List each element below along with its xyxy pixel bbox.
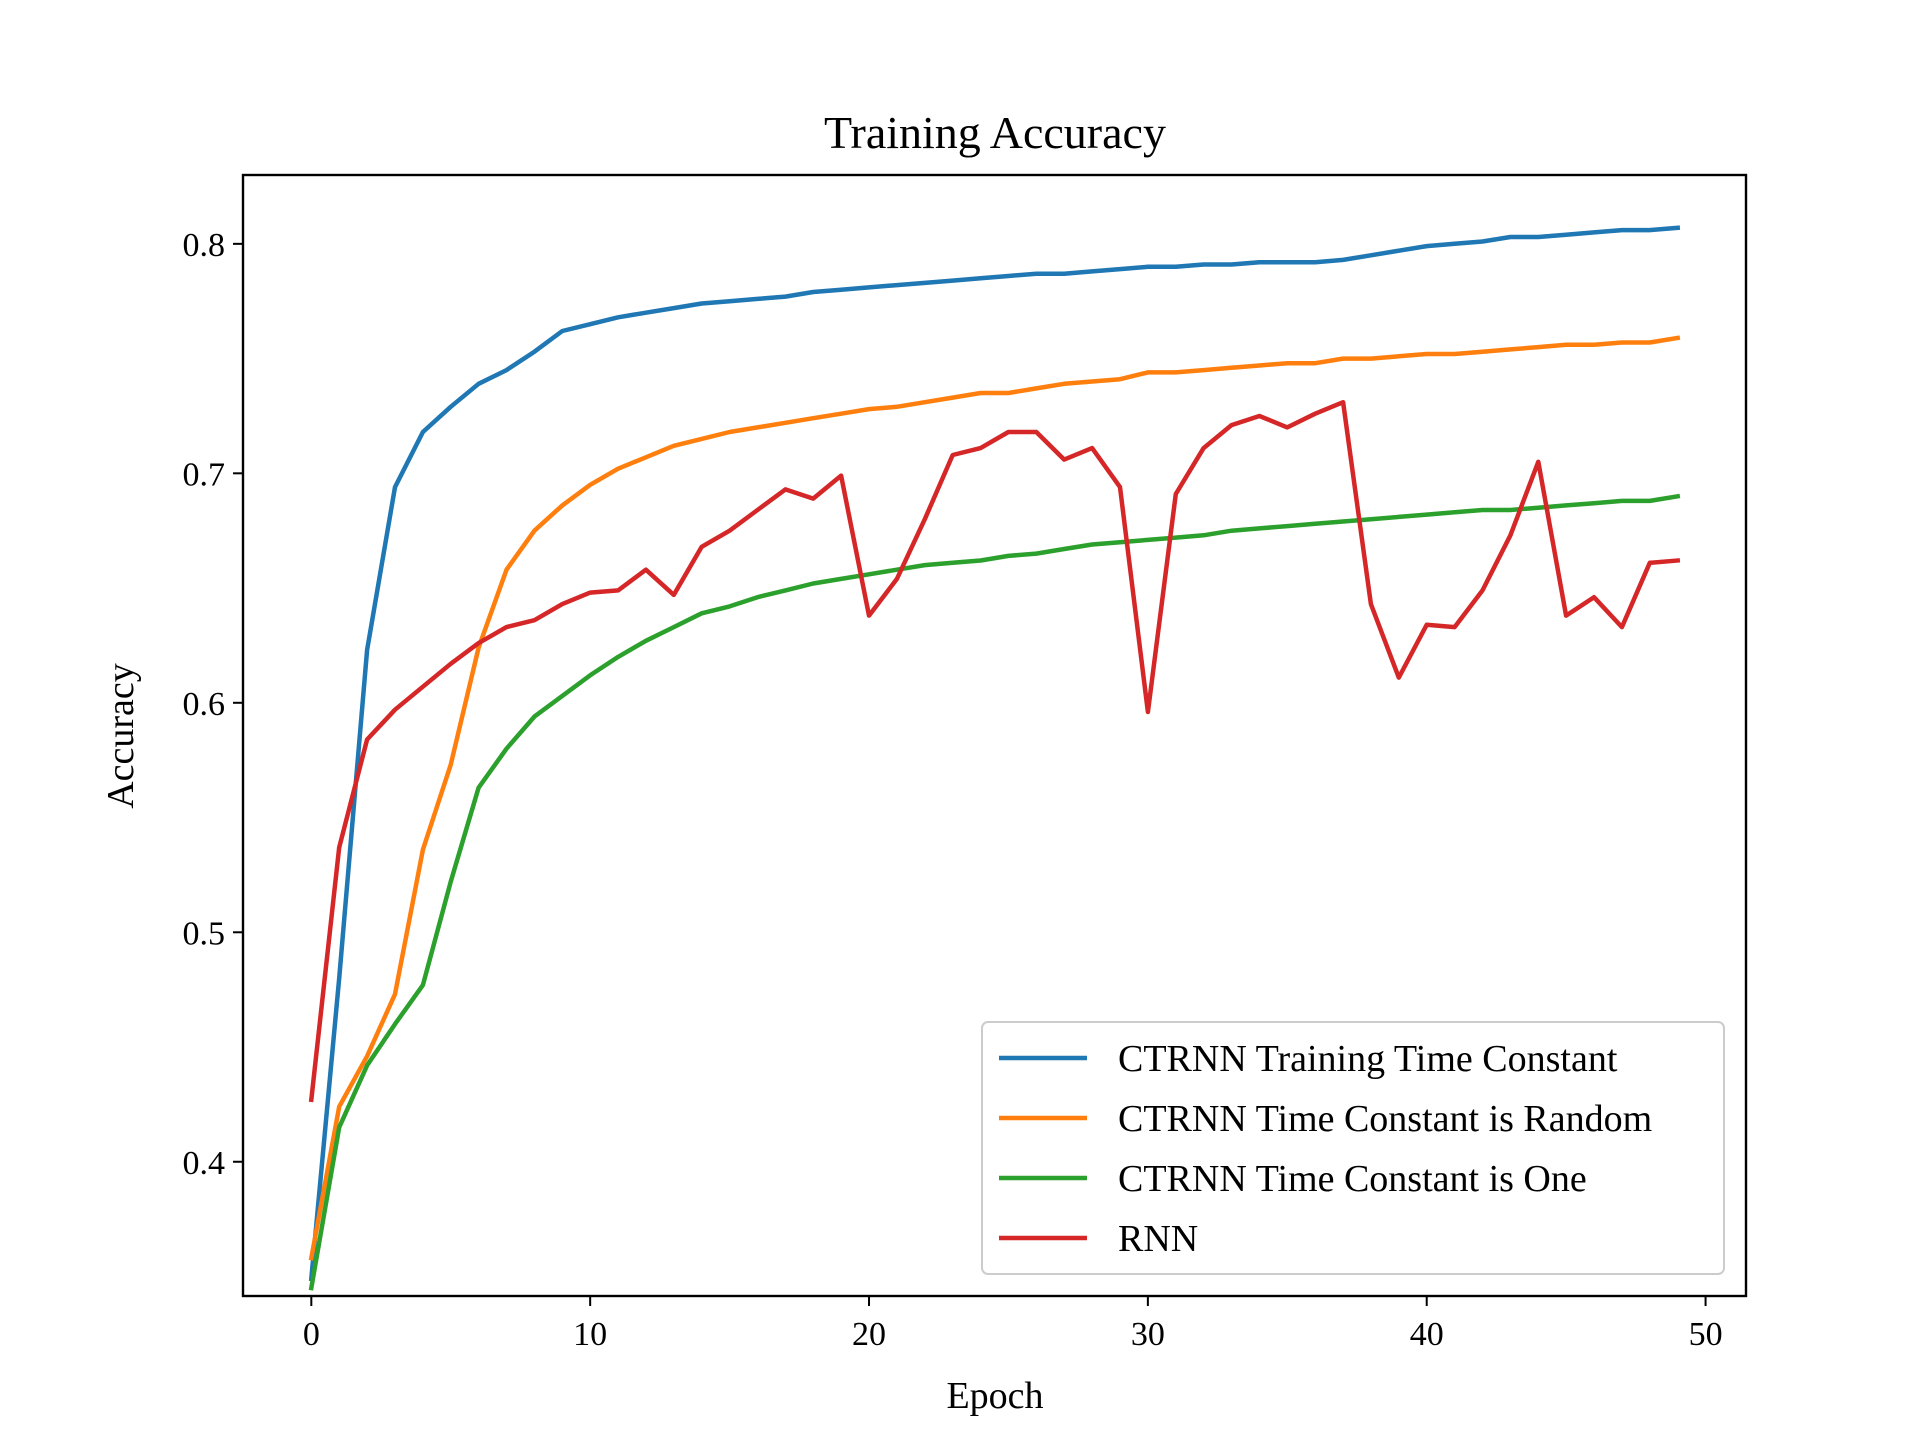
legend-label: CTRNN Time Constant is One (1118, 1158, 1587, 1200)
y-tick-label: 0.8 (183, 227, 226, 264)
series-line-3 (308, 493, 1681, 1291)
x-axis-label: Epoch (946, 1375, 1043, 1417)
legend-label: CTRNN Time Constant is Random (1118, 1098, 1652, 1140)
x-tick-label: 10 (573, 1316, 607, 1353)
y-axis-label: Accuracy (100, 663, 142, 809)
series-line-4 (308, 399, 1681, 1103)
series-line-2 (308, 335, 1681, 1261)
legend: CTRNN Training Time Constant CTRNN Time C… (981, 1021, 1725, 1275)
legend-box (981, 1021, 1725, 1275)
x-tick-label: 40 (1410, 1316, 1444, 1353)
series-line-1 (308, 225, 1681, 1282)
x-tick-label: 30 (1131, 1316, 1165, 1353)
y-tick-label: 0.4 (183, 1145, 226, 1182)
chart-title: Training Accuracy (824, 107, 1166, 158)
axes-frame (241, 173, 1748, 1298)
x-tick-label: 50 (1689, 1316, 1723, 1353)
plot-area (308, 225, 1681, 1291)
y-tick-label: 0.5 (183, 915, 226, 952)
axes: 0 10 20 30 40 50 0.4 0.5 0.6 0.7 0.8 (183, 173, 1748, 1353)
y-tick-label: 0.7 (183, 456, 226, 493)
legend-label: RNN (1118, 1218, 1198, 1260)
y-tick-label: 0.6 (183, 686, 226, 723)
legend-label: CTRNN Training Time Constant (1118, 1038, 1618, 1080)
x-tick-label: 0 (303, 1316, 320, 1353)
x-tick-label: 20 (852, 1316, 886, 1353)
